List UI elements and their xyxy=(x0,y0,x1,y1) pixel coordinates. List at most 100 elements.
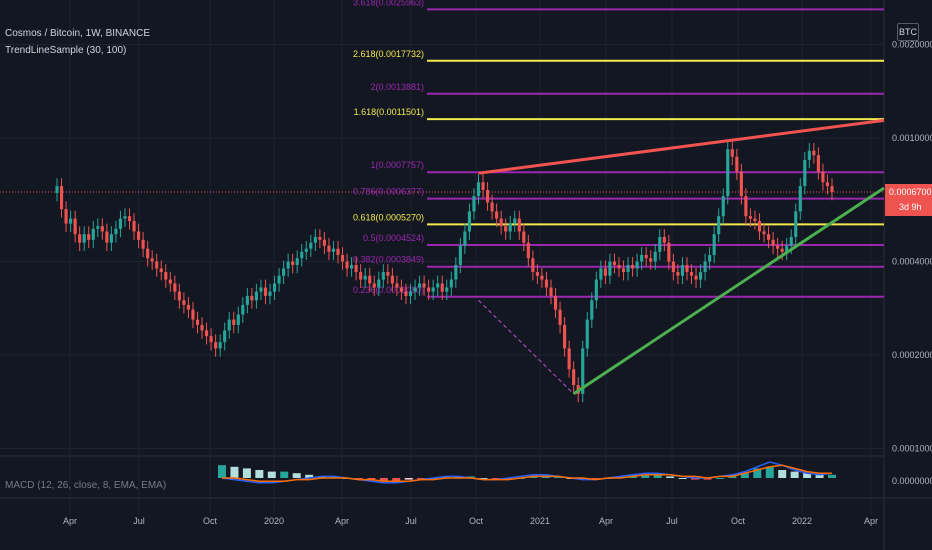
time-axis-tick: Apr xyxy=(864,516,878,526)
candle-body xyxy=(395,283,399,288)
time-axis-tick: Apr xyxy=(335,516,349,526)
fib-level-label: 0.786(0.0006377) xyxy=(353,187,424,197)
macd-histogram-bar xyxy=(230,466,239,478)
macd-histogram-bar xyxy=(715,478,724,479)
candle-body xyxy=(191,309,195,320)
candle-body xyxy=(776,245,780,249)
candle-body xyxy=(218,342,222,349)
macd-histogram-bar xyxy=(591,478,600,480)
fib-level-label: 0.236(0.0003080) xyxy=(353,285,424,295)
candle-body xyxy=(114,228,118,235)
fib-level-label: 0.5(0.0004524) xyxy=(363,233,424,243)
current-price-label-bg xyxy=(885,183,932,216)
macd-label: MACD (12, 26, close, 8, EMA, EMA) xyxy=(5,480,167,491)
candle-body xyxy=(635,261,639,269)
candle-body xyxy=(658,236,662,252)
candle-body xyxy=(427,287,431,292)
candle-body xyxy=(594,279,598,301)
candle-body xyxy=(69,218,73,224)
macd-histogram-bar xyxy=(267,471,276,478)
candle-body xyxy=(513,218,517,224)
candle-body xyxy=(327,245,331,252)
macd-histogram-bar xyxy=(815,474,824,478)
candle-body xyxy=(82,234,86,243)
candle-body xyxy=(245,295,249,305)
macd-histogram-bar xyxy=(379,478,388,482)
candle-body xyxy=(467,211,472,232)
macd-histogram-bar xyxy=(666,476,675,478)
candle-body xyxy=(431,287,435,292)
candle-body xyxy=(816,155,820,172)
candle-body xyxy=(137,231,141,240)
macd-histogram-bar xyxy=(479,478,488,479)
candle-body xyxy=(345,261,349,269)
candle-body xyxy=(182,300,186,305)
fib-level-label: 1.618(0.0011501) xyxy=(354,107,424,117)
price-axis-tick: 0.0004000 xyxy=(892,257,932,267)
macd-histogram-bar xyxy=(218,465,226,478)
currency-button[interactable]: BTC xyxy=(897,23,919,41)
macd-histogram-bar xyxy=(305,474,314,478)
macd-histogram-bar xyxy=(541,476,550,478)
trendline-resistance xyxy=(478,118,885,175)
candle-body xyxy=(386,272,390,276)
candle-body xyxy=(250,295,254,301)
candle-body xyxy=(368,275,372,284)
time-axis-tick: 2021 xyxy=(530,516,550,526)
candle-body xyxy=(762,231,766,235)
candle-body xyxy=(821,171,825,183)
macd-histogram-bar xyxy=(691,478,700,480)
candle-body xyxy=(698,272,703,280)
candle-body xyxy=(377,279,381,288)
candle-body xyxy=(159,268,163,273)
candle-body xyxy=(617,264,621,269)
candle-body xyxy=(567,348,571,370)
macd-histogram-bar xyxy=(417,478,426,480)
candle-body xyxy=(640,254,644,262)
macd-histogram-bar xyxy=(255,470,264,478)
candle-body xyxy=(440,283,444,292)
candle-body xyxy=(445,287,449,292)
candle-body xyxy=(463,231,467,246)
candle-body xyxy=(789,236,793,246)
candle-body xyxy=(667,242,671,262)
candle-body xyxy=(549,287,553,296)
candle-body xyxy=(390,275,394,284)
macd-histogram-bar xyxy=(828,474,836,478)
candle-body xyxy=(485,189,490,203)
candle-body xyxy=(798,186,802,212)
candle-body xyxy=(150,258,154,262)
candle-body xyxy=(282,268,286,276)
candle-body xyxy=(544,279,549,288)
price-axis-tick: 0.0020000 xyxy=(892,40,932,50)
candle-body xyxy=(123,216,127,219)
candle-body xyxy=(78,234,82,243)
candle-body xyxy=(508,223,512,232)
macd-histogram-bar xyxy=(454,476,463,478)
candle-body xyxy=(204,330,209,337)
candle-body xyxy=(472,196,476,212)
candle-body xyxy=(200,324,204,331)
candle-body xyxy=(581,348,585,394)
candle-body xyxy=(209,336,213,343)
candle-body xyxy=(259,287,263,292)
candle-body xyxy=(685,264,689,273)
candle-body xyxy=(812,150,816,156)
candle-body xyxy=(708,254,712,262)
candle-body xyxy=(73,218,77,235)
candle-body xyxy=(109,234,113,243)
macd-histogram-bar xyxy=(641,474,650,478)
candle-body xyxy=(272,283,277,292)
candle-body xyxy=(291,261,295,265)
candle-body xyxy=(721,196,725,217)
candle-body xyxy=(504,226,508,232)
candle-body xyxy=(318,236,322,240)
candle-body xyxy=(223,330,227,343)
candle-body xyxy=(449,279,453,288)
candle-body xyxy=(350,264,354,269)
candle-body xyxy=(631,264,635,269)
candle-body xyxy=(359,272,363,280)
macd-histogram-bar xyxy=(579,478,588,480)
indicator-label: TrendLineSample (30, 100) xyxy=(5,45,127,56)
